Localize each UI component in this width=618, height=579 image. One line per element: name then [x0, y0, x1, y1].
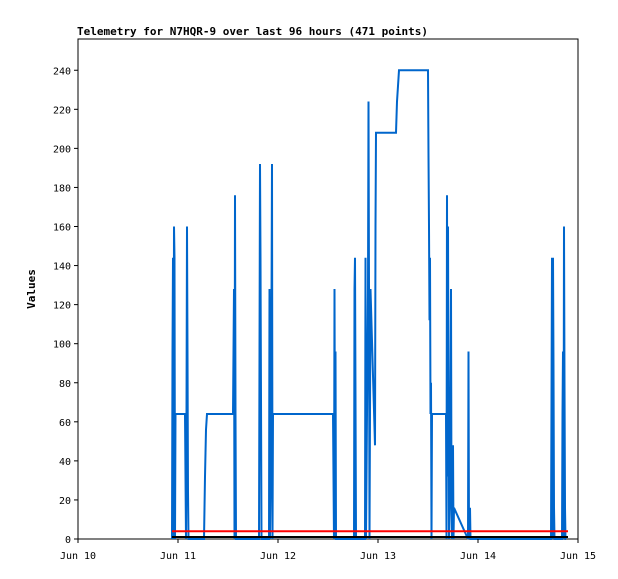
x-tick-label: Jun 12: [260, 551, 296, 562]
plot-frame: [77, 38, 579, 540]
y-tick-label: 120: [53, 301, 71, 312]
x-tick-label: Jun 15: [560, 551, 596, 562]
y-tick-label: 20: [59, 496, 71, 507]
y-tick-label: 140: [53, 262, 71, 273]
x-axis: Jun 10 Jun 11 Jun 12 Jun 13 Jun 14 Jun 15: [60, 539, 596, 562]
series-line-1: [171, 69, 567, 540]
y-axis-label: Values: [25, 269, 38, 309]
y-tick-label: 220: [53, 105, 71, 116]
y-tick-label: 180: [53, 183, 71, 194]
y-tick-label: 200: [53, 144, 71, 155]
x-tick-label: Jun 14: [460, 551, 496, 562]
y-tick-label: 60: [59, 418, 71, 429]
x-tick-label: Jun 10: [60, 551, 96, 562]
y-tick-label: 240: [53, 66, 71, 77]
series-layer: [171, 69, 568, 540]
y-tick-label: 80: [59, 379, 71, 390]
x-tick-label: Jun 11: [160, 551, 196, 562]
y-tick-label: 160: [53, 223, 71, 234]
y-tick-label: 40: [59, 457, 71, 468]
chart-title: Telemetry for N7HQR-9 over last 96 hours…: [77, 25, 428, 38]
x-tick-label: Jun 13: [360, 551, 396, 562]
y-tick-label: 100: [53, 340, 71, 351]
y-tick-label: 0: [65, 535, 71, 546]
y-axis: 0 20 40 60 80 100 120 140 160 180 200 220 240: [53, 66, 78, 546]
